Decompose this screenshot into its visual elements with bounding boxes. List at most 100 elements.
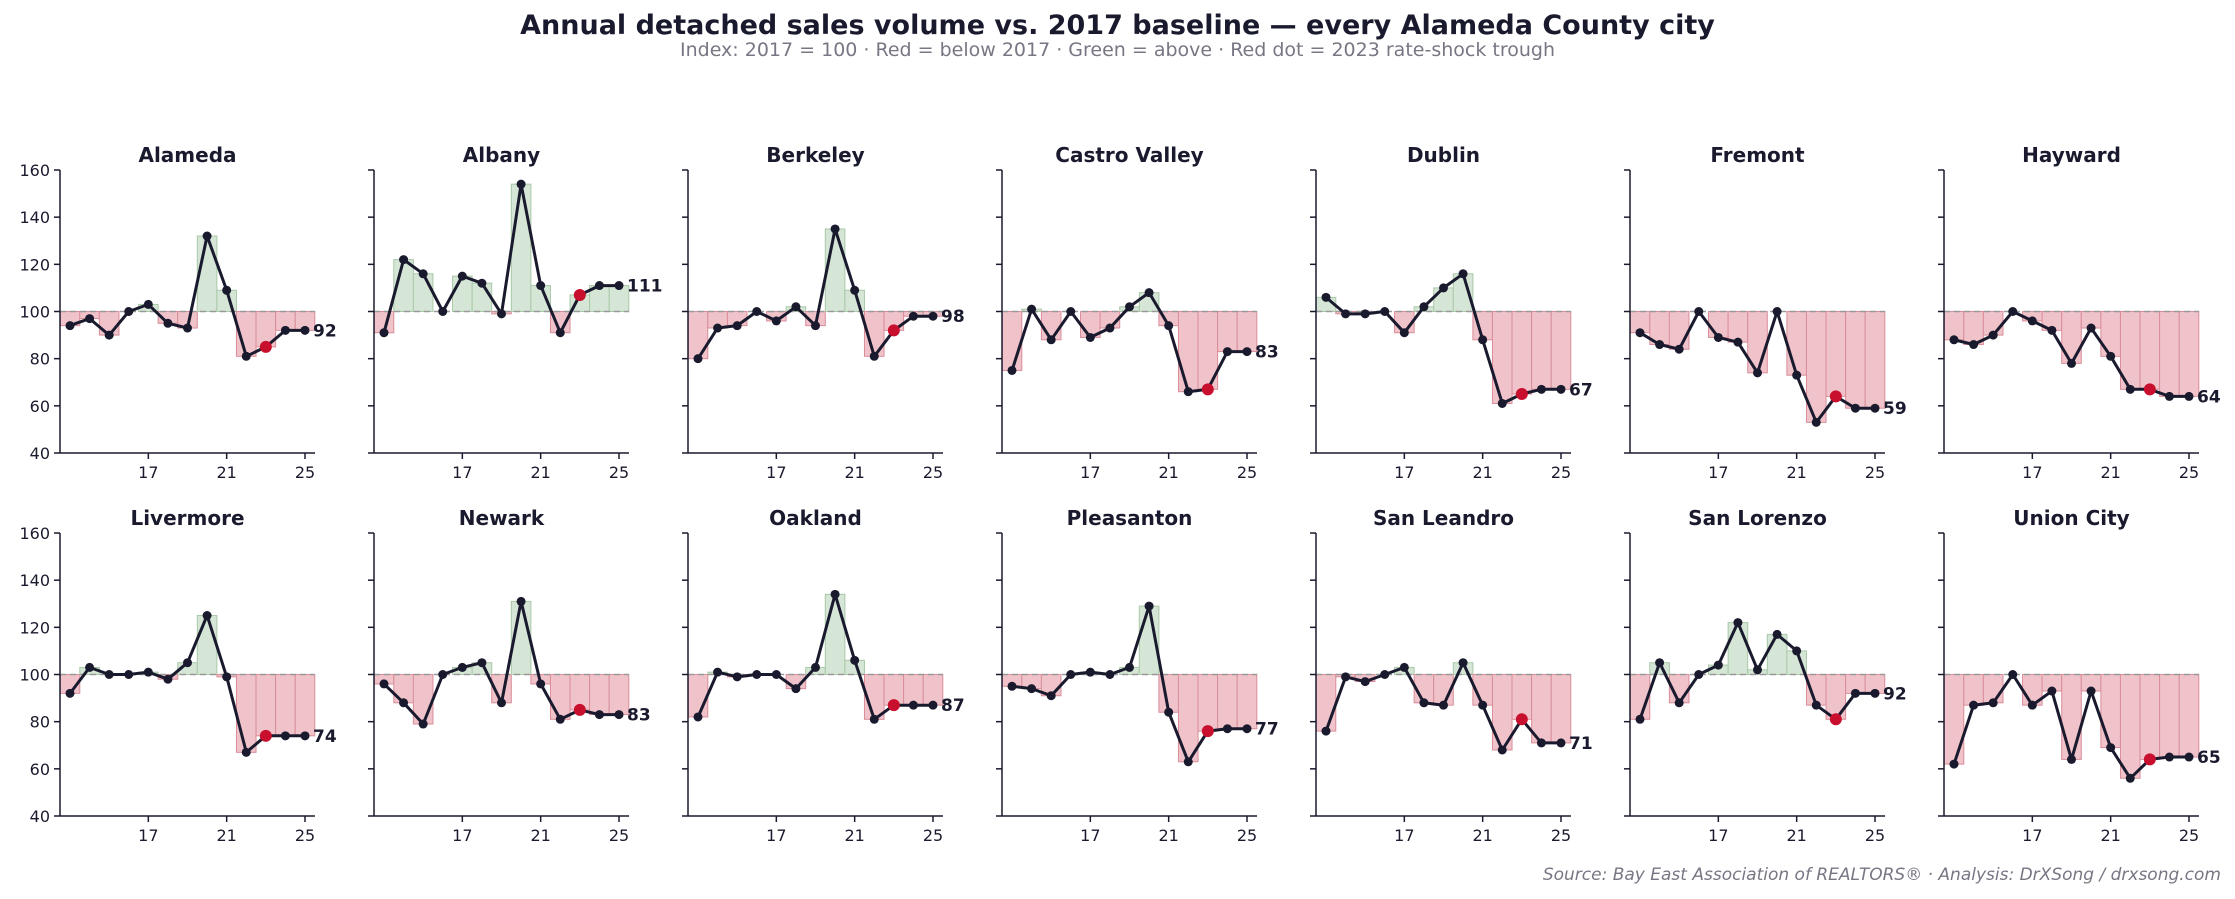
data-point <box>300 731 310 741</box>
data-point <box>1007 365 1017 375</box>
panel-castro-valley: Castro Valley 17 21 25 83 <box>996 143 1279 482</box>
data-point <box>2067 358 2076 368</box>
below-baseline-bar <box>1001 311 1023 371</box>
data-point <box>1497 745 1507 755</box>
trough-point <box>1829 390 1842 403</box>
below-baseline-bar <box>2139 311 2161 390</box>
x-tick-label: 25 <box>295 826 315 845</box>
panel-title: Berkeley <box>766 143 864 167</box>
below-baseline-bar <box>2139 674 2161 760</box>
below-baseline-bar <box>1668 311 1690 350</box>
data-point <box>928 700 938 710</box>
x-tick-label: 25 <box>923 826 943 845</box>
data-point <box>1772 629 1782 639</box>
x-tick-label: 21 <box>1786 826 1806 845</box>
below-baseline-bar <box>2159 311 2180 397</box>
above-baseline-bar <box>452 275 473 312</box>
data-point <box>1694 307 1704 316</box>
y-tick-label: 160 <box>19 524 50 543</box>
trough-point <box>887 324 900 337</box>
data-point <box>1360 309 1370 319</box>
data-point <box>594 710 604 720</box>
below-baseline-bar <box>1550 311 1572 390</box>
below-baseline-bar <box>2100 674 2121 749</box>
below-baseline-bar <box>2100 311 2121 357</box>
x-tick-label: 17 <box>1080 826 1100 845</box>
x-tick-label: 17 <box>2022 826 2042 845</box>
data-point <box>1753 665 1762 675</box>
data-point <box>908 311 918 321</box>
data-point <box>1085 332 1095 342</box>
data-point <box>1439 700 1448 710</box>
x-tick-label: 21 <box>530 463 550 482</box>
below-baseline-bar <box>1727 311 1749 343</box>
data-point <box>1478 335 1488 345</box>
data-point <box>1164 321 1174 331</box>
below-baseline-bar <box>922 674 944 706</box>
x-tick-label: 25 <box>2179 463 2199 482</box>
x-tick-label: 17 <box>2022 463 2042 482</box>
data-point <box>2164 752 2174 762</box>
data-point <box>163 318 173 328</box>
data-point <box>457 662 467 672</box>
data-point <box>1792 370 1802 380</box>
trough-point <box>1829 713 1842 726</box>
chart-subtitle: Index: 2017 = 100 · Red = below 2017 · G… <box>680 39 1555 61</box>
data-point <box>2086 323 2096 333</box>
data-point <box>555 714 565 724</box>
panel-title: Newark <box>459 506 545 530</box>
above-baseline-bar <box>1727 622 1749 675</box>
panel-san-leandro: San Leandro 17 21 25 71 <box>1310 506 1593 845</box>
x-tick-label: 25 <box>609 463 629 482</box>
panel-title: Oakland <box>769 506 862 530</box>
data-point <box>1713 660 1723 670</box>
end-value-label: 92 <box>1883 684 1907 704</box>
end-value-label: 87 <box>941 696 965 716</box>
end-value-label: 74 <box>313 727 337 747</box>
panel-pleasanton: Pleasanton 17 21 25 77 <box>996 506 1279 845</box>
x-tick-label: 25 <box>1237 463 1257 482</box>
data-point <box>908 700 918 710</box>
data-point <box>1007 681 1017 691</box>
data-point <box>1419 698 1429 708</box>
below-baseline-bar <box>1236 311 1258 353</box>
panel-berkeley: Berkeley 17 21 25 98 <box>682 143 965 482</box>
data-point <box>1497 398 1507 408</box>
data-point <box>614 281 624 291</box>
trough-point <box>1515 388 1528 401</box>
data-point <box>1635 328 1645 338</box>
trough-point <box>259 729 272 742</box>
x-tick-label: 17 <box>1394 463 1414 482</box>
data-point <box>183 323 192 333</box>
x-tick-label: 21 <box>1472 463 1492 482</box>
panel-title: Livermore <box>130 506 244 530</box>
x-tick-label: 17 <box>1394 826 1414 845</box>
data-point <box>536 281 546 291</box>
data-point <box>457 271 467 281</box>
data-point <box>1870 688 1880 698</box>
end-value-label: 64 <box>2197 387 2221 407</box>
trough-point <box>1201 725 1214 738</box>
below-baseline-bar <box>1236 674 1258 730</box>
below-baseline-bar <box>255 674 277 737</box>
trough-point <box>887 699 900 712</box>
data-point <box>104 330 114 340</box>
trough-point <box>573 703 586 716</box>
panel-union-city: Union City 17 21 25 65 <box>1938 506 2221 845</box>
panel-alameda: Alameda 40 60 80 100 120 140 160 17 21 25 92 <box>19 143 336 482</box>
data-point <box>222 672 232 682</box>
x-tick-label: 17 <box>452 463 472 482</box>
panel-title: San Leandro <box>1373 506 1514 530</box>
data-point <box>850 655 860 665</box>
y-tick-label: 120 <box>19 255 50 274</box>
data-point <box>2184 752 2194 762</box>
data-point <box>280 731 290 741</box>
data-point <box>418 719 428 729</box>
y-tick-label: 60 <box>30 397 50 416</box>
data-point <box>2164 391 2174 401</box>
data-point <box>143 299 153 309</box>
data-point <box>791 684 801 694</box>
data-point <box>771 316 781 326</box>
data-point <box>1144 288 1154 298</box>
below-baseline-bar <box>2119 674 2141 779</box>
